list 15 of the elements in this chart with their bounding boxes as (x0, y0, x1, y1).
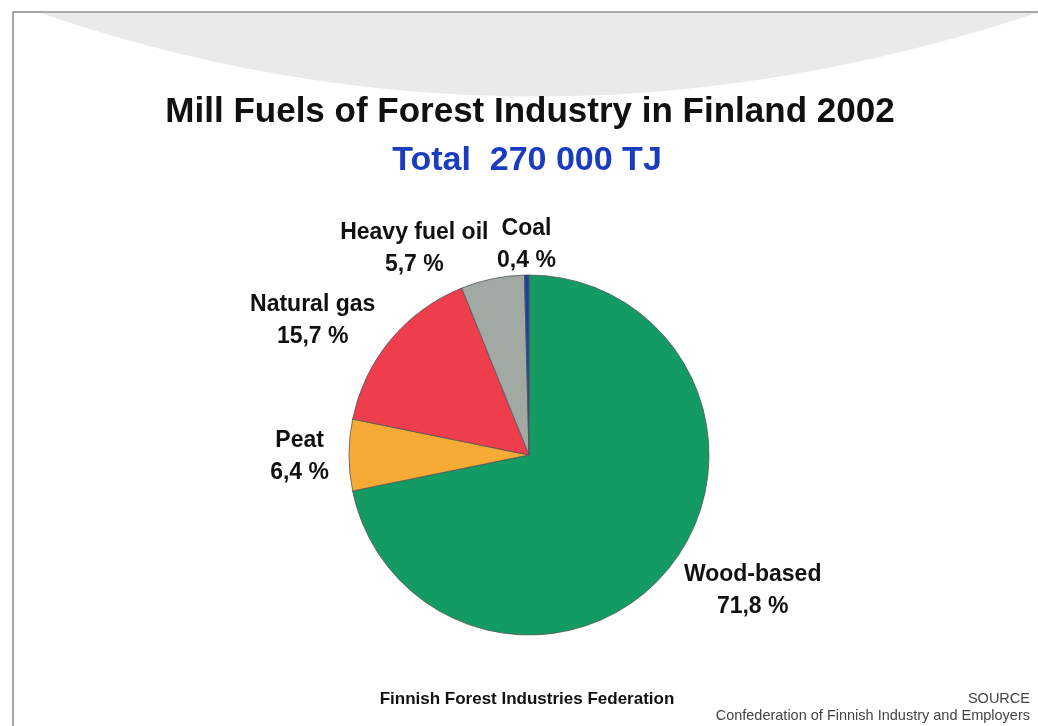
slice-label: Coal (501, 214, 552, 241)
slice-label: Heavy fuel oil (340, 218, 489, 245)
data-label: 6,4 % (270, 458, 330, 484)
chart-title: Mill Fuels of Forest Industry in Finland 2002 (165, 90, 895, 129)
chart-subtitle: Total 270 000 TJ (392, 139, 662, 177)
text: Finnish Forest Industries Federation (379, 689, 675, 708)
data-label: 15,7 % (276, 322, 349, 349)
slice-label: Natural gas (250, 290, 376, 317)
data-label: 0,4 % (497, 246, 556, 273)
text: Confederation of Finnish Industry and Employers (715, 707, 1030, 723)
data-label: 5,7 % (384, 250, 444, 277)
text: SOURCE (967, 690, 1031, 706)
data-label: 71,8 % (716, 592, 789, 619)
slice-label: Wood-based (683, 560, 822, 587)
slice-label: Peat (275, 426, 325, 452)
